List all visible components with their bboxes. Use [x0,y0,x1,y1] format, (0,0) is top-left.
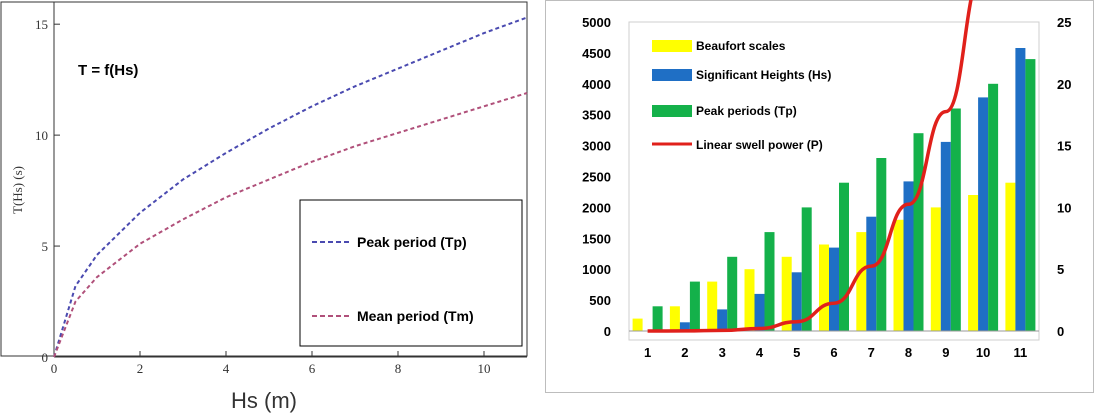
x-tick-label: 2 [137,361,144,376]
bar-tp [652,306,663,331]
x-tick-label: 10 [478,361,491,376]
bar-beaufort [744,269,755,331]
bar-tp [988,83,999,331]
x-tick-label: 8 [905,345,912,360]
y-axis-label: T(Hs) (s) [10,166,25,214]
bar-hs [829,247,839,331]
y-tick-label: 2500 [582,170,611,185]
y-tick-label: 5 [42,239,49,254]
x-tick-label: 9 [942,345,949,360]
y-tick-label: 0 [42,350,49,365]
x-tick-label: 0 [51,361,58,376]
bar-hs [978,97,989,332]
y2-tick-label: 5 [1057,262,1064,277]
y-tick-label: 3000 [582,139,611,154]
left-chart-svg: 0 2 4 6 8 10 0 5 10 15 T = f(Hs) Peak period (Tp)… [0,1,528,413]
bar-tp [1025,59,1036,331]
series-line-power [647,0,973,333]
x-tick-label: 7 [868,345,875,360]
bar-tp [876,158,887,331]
bar-tp [689,281,700,331]
bar-beaufort [968,195,979,331]
x-tick-label: 10 [976,345,990,360]
y2-tick-label: 25 [1057,15,1071,30]
bar-beaufort [819,244,829,331]
y-tick-label: 5000 [582,15,611,30]
y-tick-label: 500 [589,293,611,308]
y-tick-label: 4000 [582,77,611,92]
y-tick-label: 15 [35,17,48,32]
left-chart: 0 2 4 6 8 10 0 5 10 15 T = f(Hs) Peak period (Tp)… [0,0,535,416]
annotation-label: T = f(Hs) [78,62,138,79]
series-line-tm [53,92,528,358]
x-tick-label: 1 [644,345,651,360]
right-ticks: 1 2 3 4 5 6 7 8 9 10 11 0 500 1000 1500 2000 2500 3000 350… [582,15,1071,360]
right-chart-svg: 1 2 3 4 5 6 7 8 9 10 11 0 500 1000 1500 2000 2500 3000 350… [545,0,1094,393]
right-line [647,0,973,333]
plot-area [628,21,1040,341]
legend: Peak period (Tp) Mean period (Tm) [299,199,523,347]
x-axis-label: Hs (m) [231,388,297,413]
y2-tick-label: 15 [1057,139,1071,154]
x-tick-label: 8 [395,361,402,376]
bar-beaufort [781,256,792,331]
bar-tp [801,207,812,331]
bar-beaufort [1005,182,1016,331]
x-tick-label: 11 [1013,345,1027,360]
y-tick-label: 3500 [582,108,611,123]
bar-tp [839,182,849,331]
legend-label-hs: Significant Heights (Hs) [696,68,831,82]
bar-hs [754,293,765,331]
bar-tp [764,232,775,331]
bar-beaufort [930,207,941,331]
legend: Beaufort scales Significant Heights (Hs)… [652,39,831,152]
bar-tp [950,108,961,331]
x-tick-label: 5 [793,345,800,360]
bar-hs [791,272,802,331]
y-tick-label: 2000 [582,200,611,215]
legend-label-power: Linear swell power (P) [696,138,823,152]
plot-frame [0,1,528,357]
bar-hs [1015,48,1026,331]
y2-tick-label: 10 [1057,200,1071,215]
bar-beaufort [669,306,680,331]
legend-label-tp: Peak period (Tp) [357,234,467,250]
bar-tp [913,133,924,331]
bar-hs [717,309,728,331]
y-tick-label: 10 [35,128,48,143]
x-tick-label: 4 [223,361,230,376]
y2-tick-label: 20 [1057,77,1071,92]
left-ticks: 0 2 4 6 8 10 0 5 10 15 [35,2,527,376]
bar-hs [903,181,914,331]
bar-hs [679,322,690,331]
legend-label-tm: Mean period (Tm) [357,308,474,324]
x-tick-label: 6 [309,361,316,376]
left-curves [53,16,528,358]
legend-swatch-hs [652,69,692,81]
legend-swatch-beaufort [652,40,692,52]
right-bars [632,48,1036,332]
bar-hs [940,141,951,331]
bar-beaufort [707,281,718,331]
y-tick-label: 1500 [582,231,611,246]
y-tick-label: 0 [604,324,611,339]
legend-swatch-tp [652,105,692,117]
x-tick-label: 4 [756,345,764,360]
bar-tp [727,256,738,331]
y2-tick-label: 0 [1057,324,1064,339]
x-tick-label: 3 [719,345,726,360]
bar-beaufort [856,232,867,331]
bar-beaufort [632,318,643,331]
y-tick-label: 4500 [582,46,611,61]
legend-label-tp: Peak periods (Tp) [696,104,797,118]
legend-box [299,199,523,347]
x-tick-label: 2 [681,345,688,360]
x-tick-label: 6 [830,345,837,360]
y-tick-label: 1000 [582,262,611,277]
right-chart: 1 2 3 4 5 6 7 8 9 10 11 0 500 1000 1500 2000 2500 3000 350… [545,0,1101,416]
chart-border [545,0,1094,393]
bar-beaufort [893,219,904,331]
legend-label-beaufort: Beaufort scales [696,39,786,53]
bar-hs [866,216,877,331]
